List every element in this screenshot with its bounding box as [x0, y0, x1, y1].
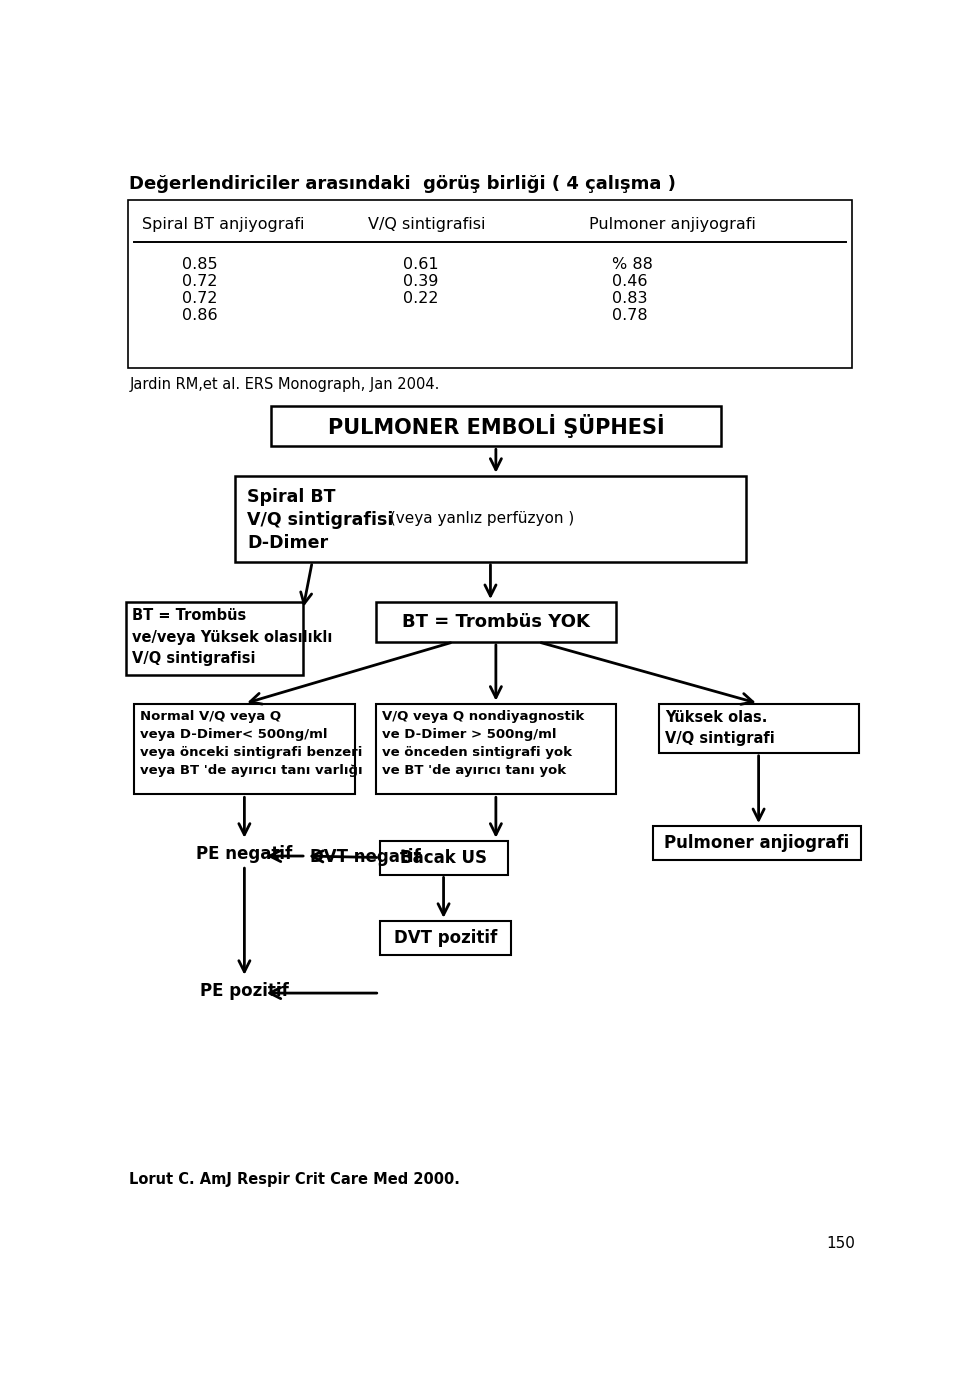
- Bar: [375, 704, 616, 795]
- Text: 0.22: 0.22: [403, 291, 439, 306]
- Text: 150: 150: [826, 1236, 854, 1252]
- Text: 0.86: 0.86: [182, 307, 218, 323]
- Text: Bacak US: Bacak US: [400, 848, 487, 866]
- Bar: [234, 475, 746, 562]
- Text: BT = Trombüs YOK: BT = Trombüs YOK: [402, 613, 589, 631]
- Text: Normal V/Q veya Q
veya D-Dimer< 500ng/ml
veya önceki sintigrafi benzeri
veya BT : Normal V/Q veya Q veya D-Dimer< 500ng/ml…: [140, 710, 363, 777]
- Bar: [271, 407, 721, 447]
- Text: % 88: % 88: [612, 257, 653, 272]
- Text: 0.85: 0.85: [182, 257, 218, 272]
- Text: Pulmoner anjiyografi: Pulmoner anjiyografi: [588, 217, 756, 232]
- Bar: [659, 704, 858, 753]
- Text: DVT pozitif: DVT pozitif: [394, 929, 497, 947]
- Bar: [653, 826, 861, 861]
- Text: PE pozitif: PE pozitif: [200, 982, 289, 1000]
- Text: PE negatif: PE negatif: [196, 845, 293, 863]
- Text: 0.83: 0.83: [612, 291, 648, 306]
- Text: V/Q sintigrafisi: V/Q sintigrafisi: [247, 511, 394, 529]
- Text: PULMONER EMBOLİ ŞÜPHESİ: PULMONER EMBOLİ ŞÜPHESİ: [327, 415, 664, 439]
- Text: Spiral BT: Spiral BT: [247, 488, 336, 506]
- Text: V/Q veya Q nondiyagnostik
ve D-Dimer > 500ng/ml
ve önceden sintigrafi yok
ve BT : V/Q veya Q nondiyagnostik ve D-Dimer > 5…: [382, 710, 585, 777]
- Text: 0.61: 0.61: [403, 257, 439, 272]
- Bar: [134, 704, 355, 795]
- Text: Jardin RM,et al. ERS Monograph, Jan 2004.: Jardin RM,et al. ERS Monograph, Jan 2004…: [130, 377, 440, 393]
- Text: Lorut C. AmJ Respir Crit Care Med 2000.: Lorut C. AmJ Respir Crit Care Med 2000.: [130, 1172, 460, 1187]
- Bar: [128, 200, 852, 367]
- Text: 0.72: 0.72: [182, 291, 218, 306]
- Text: (veya yanlız perfüzyon ): (veya yanlız perfüzyon ): [385, 511, 574, 527]
- Bar: [379, 841, 508, 875]
- Bar: [126, 602, 303, 675]
- Text: 0.72: 0.72: [182, 274, 218, 289]
- Text: DVT negatif: DVT negatif: [310, 848, 420, 866]
- Text: Değerlendiriciler arasındaki  görüş birliği ( 4 çalışma ): Değerlendiriciler arasındaki görüş birli…: [130, 176, 676, 193]
- Text: 0.46: 0.46: [612, 274, 648, 289]
- Bar: [375, 602, 616, 643]
- Text: Yüksek olas.
V/Q sintigrafi: Yüksek olas. V/Q sintigrafi: [665, 710, 775, 746]
- Text: BT = Trombüs
ve/veya Yüksek olasılıklı
V/Q sintigrafisi: BT = Trombüs ve/veya Yüksek olasılıklı V…: [132, 608, 333, 666]
- Text: Spiral BT anjiyografi: Spiral BT anjiyografi: [142, 217, 304, 232]
- Text: D-Dimer: D-Dimer: [247, 534, 328, 552]
- Text: V/Q sintigrafisi: V/Q sintigrafisi: [368, 217, 486, 232]
- Bar: [379, 921, 512, 954]
- Text: 0.78: 0.78: [612, 307, 648, 323]
- Text: 0.39: 0.39: [403, 274, 439, 289]
- Text: Pulmoner anjiografi: Pulmoner anjiografi: [664, 834, 850, 852]
